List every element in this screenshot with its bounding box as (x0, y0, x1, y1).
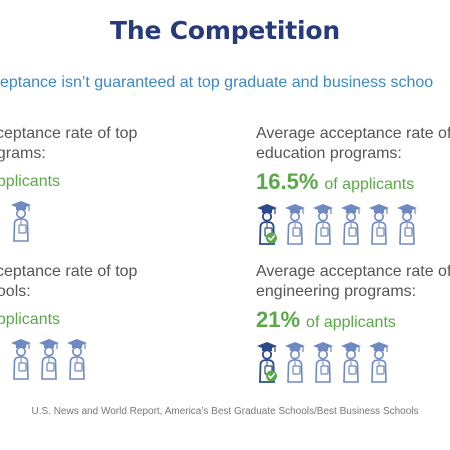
icon-row (10, 338, 137, 380)
stat-text: applicants (0, 311, 61, 328)
graduate-icon (341, 342, 361, 383)
icon-row (256, 203, 450, 245)
panel-top-right: Average acceptance rate of t education p… (256, 124, 450, 245)
stat-text: of applicants (324, 176, 415, 193)
source-citation: U.S. News and World Report, America’s Be… (31, 406, 419, 417)
graduate-icon (39, 339, 59, 380)
panel-label-line2: engineering programs: (256, 283, 417, 300)
stat-percent: 16.5% (256, 169, 319, 194)
stat-percent: 21% (256, 307, 301, 332)
panel-stat: applicants (0, 308, 137, 332)
graduate-icon (285, 342, 305, 383)
panel-stat: applicants (0, 170, 137, 194)
panel-label-line1: cceptance rate of top (0, 263, 138, 280)
panel-bottom-right: Average acceptance rate of t engineering… (256, 262, 450, 383)
panel-label-line1: cceptance rate of top (0, 125, 138, 142)
panel-stat: 16.5% of applicants (256, 170, 450, 197)
graduate-icon (397, 204, 417, 245)
panel-stat: 21% of applicants (256, 308, 450, 335)
panel-label-line2: ograms: (0, 145, 46, 162)
panel-label-line1: Average acceptance rate of t (256, 263, 450, 280)
graduate-icon (285, 204, 305, 245)
page-title: The Competition (110, 16, 340, 45)
graduate-icon (313, 342, 333, 383)
panel-label-line2: hools: (0, 283, 31, 300)
panel-bottom-left: cceptance rate of top hools: applicants (0, 262, 137, 380)
graduate-accepted-icon (257, 204, 277, 245)
graduate-icon (67, 339, 87, 380)
panel-top-left: cceptance rate of top ograms: applicants (0, 124, 137, 242)
icon-row (256, 341, 450, 383)
stat-text: applicants (0, 173, 61, 190)
graduate-icon (369, 342, 389, 383)
graduate-accepted-icon (257, 342, 277, 383)
page-subtitle: cceptance isn’t guaranteed at top gradua… (0, 74, 434, 91)
graduate-icon (11, 339, 31, 380)
icon-row (10, 200, 137, 242)
panel-label-line2: education programs: (256, 145, 402, 162)
graduate-icon (313, 204, 333, 245)
graduate-icon (11, 201, 31, 242)
stat-text: of applicants (306, 314, 396, 331)
graduate-icon (341, 204, 361, 245)
graduate-icon (369, 204, 389, 245)
panel-label-line1: Average acceptance rate of t (256, 125, 450, 142)
